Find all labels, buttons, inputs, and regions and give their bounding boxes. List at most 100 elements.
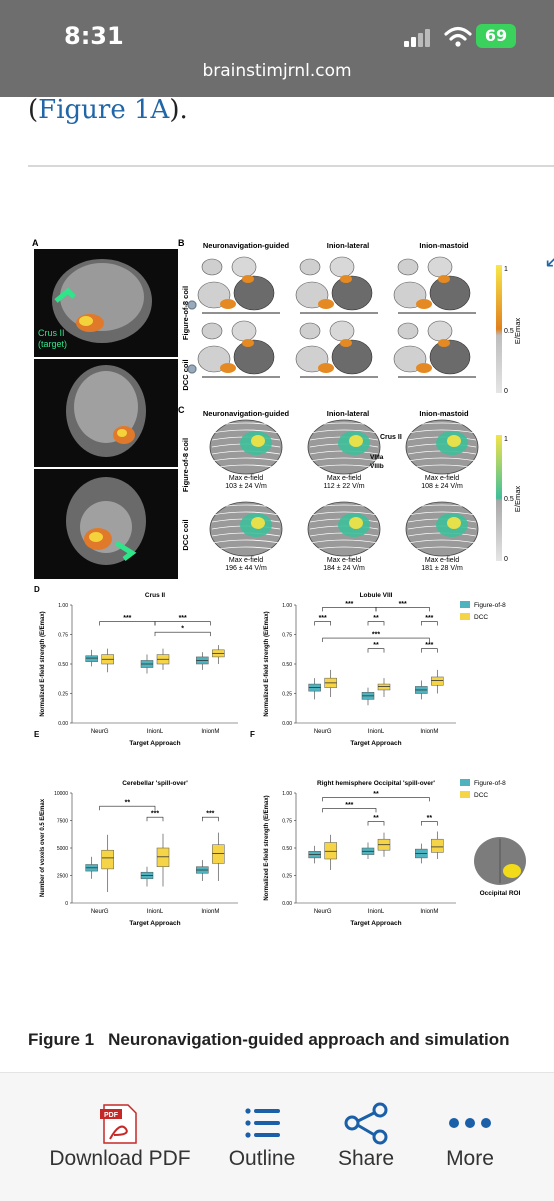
chart-y-tick-label: 0.50	[282, 846, 292, 852]
significance-bracket	[322, 637, 430, 643]
region-label-crus-ii: Crus II	[380, 434, 402, 441]
max-efield-value: 108 ± 24 V/m	[421, 483, 463, 490]
box-body	[212, 844, 225, 864]
figure-caption: Figure 1 Neuronavigation-guided approach …	[28, 1030, 510, 1050]
chart-y-label: Number of voxels over 0.5 E/Emax	[40, 798, 46, 897]
cerebellum-fold	[407, 511, 477, 516]
paren-open: (	[28, 95, 39, 125]
panel-c-col-1: Neuronavigation-guided	[203, 409, 290, 418]
legend-swatch-2	[460, 613, 470, 620]
brain-thumb-efield	[220, 363, 236, 373]
max-efield-value: 103 ± 24 V/m	[225, 483, 267, 490]
scroll-arrow-icon[interactable]: ↙	[544, 250, 554, 272]
region-label-viiia: VIIIa	[370, 454, 384, 461]
figure-1-image[interactable]: A Crus II (target) B Neuronavigation-gui…	[28, 235, 552, 935]
panel-c-col-3: Inion-mastoid	[419, 409, 469, 418]
significance-marker: **	[427, 815, 433, 822]
crus-ii-target-label-2: (target)	[38, 339, 67, 349]
brain-thumb-axial	[397, 322, 419, 340]
chart-y-tick-label: 0.25	[282, 874, 292, 880]
brain-thumb-axial	[299, 322, 321, 340]
cerebellum-fold	[211, 422, 281, 427]
significance-bracket	[154, 621, 211, 626]
outline-button[interactable]: Outline	[216, 1073, 308, 1201]
significance-bracket	[314, 621, 331, 626]
significance-marker: ***	[425, 642, 433, 649]
brain-thumb-efield-2	[340, 275, 352, 283]
download-pdf-button[interactable]: PDF Download PDF	[30, 1073, 210, 1201]
chart-title: Right hemisphere Occipital 'spill-over'	[317, 780, 435, 787]
panel-b-row-2: DCC coil	[181, 359, 190, 390]
significance-bracket	[322, 808, 377, 813]
max-efield-value: 184 ± 24 V/m	[323, 565, 365, 572]
occipital-roi-region	[503, 864, 521, 878]
brain-thumb-efield	[318, 363, 334, 373]
occipital-roi-label: Occipital ROI	[480, 890, 521, 897]
wifi-icon	[444, 26, 472, 47]
box-body	[85, 655, 98, 662]
chart-x-tick-label: NeurG	[91, 729, 109, 735]
crus-ii-target-label-1: Crus II	[38, 328, 65, 338]
brain-thumb-axial	[201, 258, 223, 276]
brain-thumb-efield-2	[242, 275, 254, 283]
figure-link[interactable]: Figure 1A	[38, 95, 170, 125]
chart-y-tick-label: 0.50	[282, 662, 292, 668]
brain-thumb-coronal	[231, 256, 257, 278]
share-button[interactable]: Share	[320, 1073, 412, 1201]
legend-label-4: DCC	[474, 792, 488, 799]
article-text: (Figure 1A).	[28, 95, 188, 125]
brain-thumb-efield	[416, 363, 432, 373]
paren-close: ).	[169, 95, 188, 125]
chart-x-label: Target Approach	[350, 920, 401, 927]
box-body	[324, 842, 337, 860]
chart-x-tick-label: NeurG	[314, 909, 332, 915]
efield-peak	[447, 435, 461, 447]
box-body	[101, 849, 114, 870]
significance-bracket	[154, 631, 211, 637]
panel-c-scale-label: E/Emax	[513, 486, 522, 513]
box-body	[431, 676, 444, 686]
battery-badge: 69	[476, 24, 516, 48]
cerebellum-fold	[407, 539, 477, 544]
brain-thumb-coronal	[231, 320, 257, 342]
chart-y-tick-label: 2500	[57, 874, 68, 880]
chart-x-label: Target Approach	[350, 740, 401, 747]
significance-marker: ***	[179, 615, 187, 622]
panel-b-col-3: Inion-mastoid	[419, 241, 469, 250]
efield-core-a1	[79, 316, 93, 326]
significance-marker: ***	[345, 802, 353, 809]
chart-x-tick-label: InionM	[201, 729, 219, 735]
panel-b-colorbar	[496, 265, 502, 393]
significance-bracket	[146, 816, 164, 822]
mri-brain-coronal	[74, 371, 138, 443]
panel-f-label: F	[250, 730, 255, 739]
panel-b-col-2: Inion-lateral	[327, 241, 370, 250]
chart-x-tick-label: InionM	[420, 909, 438, 915]
panel-c-colorbar	[496, 435, 502, 561]
chart-y-tick-label: 1.00	[282, 603, 292, 609]
panel-e-label: E	[34, 730, 40, 739]
outline-label: Outline	[228, 1147, 296, 1170]
efield-core-a3	[89, 532, 103, 542]
chart-y-label: Normalized E-field strength (E/Emax)	[264, 611, 270, 716]
caption-title: Neuronavigation-guided approach and simu…	[108, 1030, 510, 1049]
cerebellum-fold	[211, 457, 281, 462]
significance-marker: ***	[425, 615, 433, 622]
cerebellum-fold	[309, 504, 379, 509]
chart-y-tick-label: 0.75	[282, 819, 292, 825]
cerebellum-fold	[211, 546, 281, 551]
download-pdf-label: Download PDF	[49, 1147, 191, 1170]
brain-thumb-efield-2	[340, 339, 352, 347]
panel-c-col-2: Inion-lateral	[327, 409, 370, 418]
efield-peak	[251, 517, 265, 529]
chart-x-label: Target Approach	[129, 740, 180, 747]
more-button[interactable]: More	[424, 1073, 516, 1201]
chart-y-tick-label: 0.25	[282, 692, 292, 698]
significance-bracket	[375, 607, 430, 612]
url-bar[interactable]: brainstimjrnl.com	[202, 61, 352, 81]
cerebellum-fold	[407, 504, 477, 509]
significance-bracket	[367, 621, 385, 626]
cerebellum-fold	[407, 546, 477, 551]
panel-b-row-1: Figure-of-8 coil	[181, 286, 190, 340]
